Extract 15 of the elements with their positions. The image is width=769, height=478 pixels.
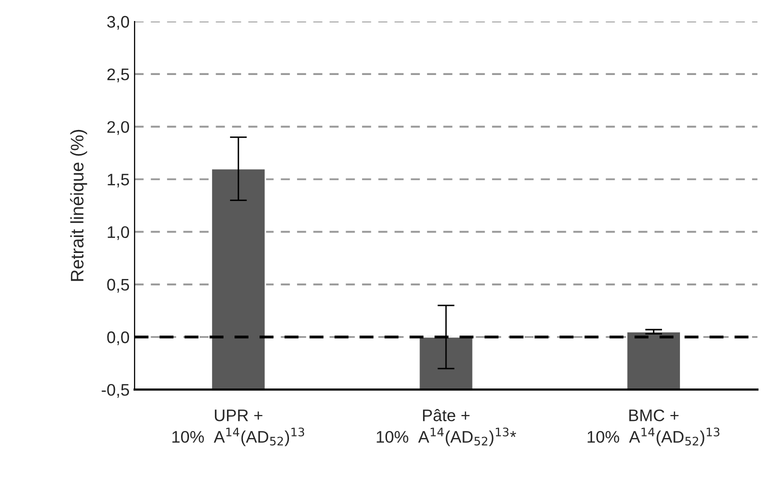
x-tick-label: UPR + 10% A$^{14}$(AD$_{52}$)$^{13}$: [172, 410, 304, 446]
y-tick-label: 2,0: [107, 121, 130, 135]
y-tick-label: 3,0: [107, 16, 130, 30]
y-tick-label: 1,0: [108, 226, 130, 240]
x-tick-label: Pâte + 10% A$^{14}$(AD$_{52}$)$^{13}$*: [376, 408, 516, 446]
bar: [418, 336, 474, 390]
bar: [210, 168, 266, 390]
y-tick-label: 0,0: [107, 331, 130, 346]
y-tick-label: 0,5: [107, 278, 130, 293]
y-axis-title: Retrait linéique (%): [70, 130, 88, 281]
y-tick-label: 2,5: [107, 68, 130, 82]
bar: [626, 331, 682, 390]
y-tick-label: 1,5: [108, 174, 130, 188]
x-tick-label: BMC + 10% A$^{14}$(AD$_{52}$)$^{13}$: [588, 409, 720, 446]
y-tick-label: -0,5: [102, 384, 130, 398]
